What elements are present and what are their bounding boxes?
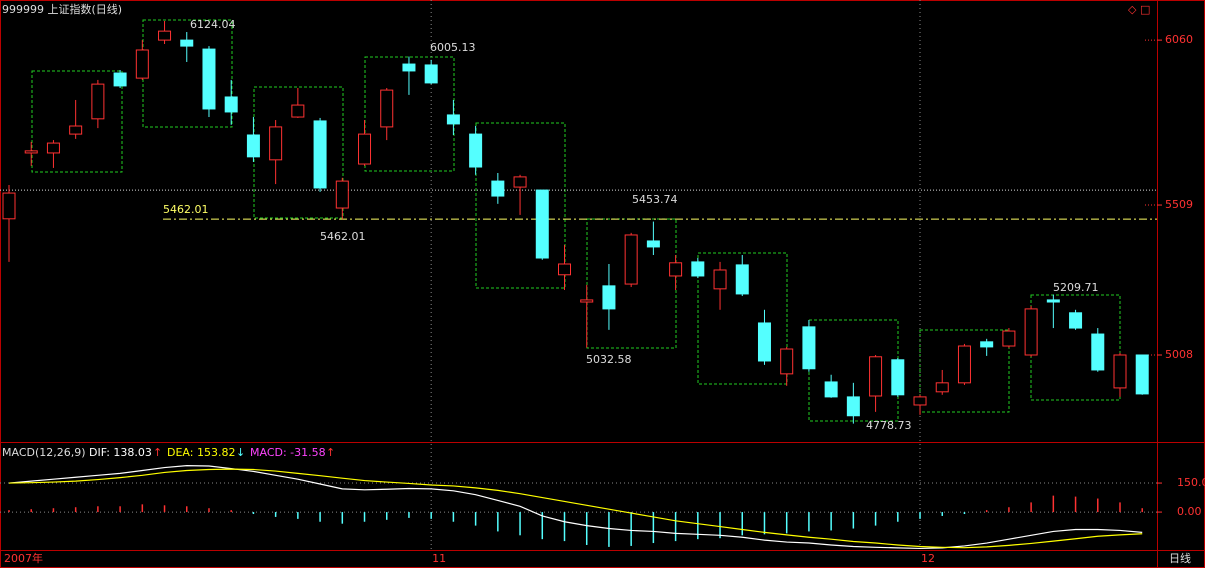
candle-body xyxy=(2,192,16,220)
wave-box xyxy=(919,329,1010,413)
y-tick-label: 0.00 xyxy=(1177,505,1202,518)
candle-body xyxy=(780,348,794,375)
candle-body xyxy=(1069,312,1083,329)
candle-body xyxy=(602,285,616,310)
candle-body xyxy=(202,48,216,110)
high-label: 5453.74 xyxy=(632,193,678,206)
high-label: 6124.04 xyxy=(190,18,236,31)
y-tick-label: 5008 xyxy=(1165,348,1193,361)
candle-body xyxy=(469,133,483,168)
candle-body xyxy=(424,64,438,84)
candle-body xyxy=(1002,330,1016,347)
candle-body xyxy=(513,176,527,188)
wave-box xyxy=(586,218,677,349)
candle-body xyxy=(1135,354,1149,395)
candle-body xyxy=(358,133,372,165)
readout-arrow: ↑ xyxy=(153,446,162,459)
readout-arrow: ↓ xyxy=(236,446,245,459)
candle-body xyxy=(913,396,927,406)
candle-body xyxy=(69,125,83,135)
candle-body xyxy=(113,72,127,87)
candle-body xyxy=(802,326,816,370)
candle-body xyxy=(735,264,749,295)
candle-body xyxy=(669,262,683,277)
readout-arrow: ↑ xyxy=(326,446,335,459)
wave-box xyxy=(142,19,233,128)
candle-body xyxy=(224,96,238,113)
candle-body xyxy=(935,382,949,393)
period-label: 日线 xyxy=(1169,551,1191,565)
indicator-line xyxy=(8,468,1143,549)
x-tick-label: 12 xyxy=(921,552,935,565)
candle-body xyxy=(446,114,460,125)
wave-box xyxy=(31,70,123,173)
low-label: 5032.58 xyxy=(586,353,632,366)
wave-box xyxy=(364,56,455,172)
candle-body xyxy=(824,381,838,398)
readout: DIF: 138.03 xyxy=(89,446,152,459)
x-tick-label: 2007年 xyxy=(4,551,43,565)
candle-body xyxy=(1046,299,1060,303)
candle-body xyxy=(624,234,638,285)
candle-body xyxy=(535,189,549,259)
candle-body xyxy=(980,341,994,348)
chart-title: 999999 上证指数(日线) xyxy=(2,2,122,16)
candle-body xyxy=(180,39,194,47)
readout: DEA: 153.82 xyxy=(167,446,235,459)
candle-body xyxy=(24,150,38,154)
candle-body xyxy=(846,396,860,417)
candle-body xyxy=(558,263,571,276)
candle-body xyxy=(335,180,349,209)
candle-body xyxy=(158,30,172,41)
candle-body xyxy=(491,180,505,197)
candle-body xyxy=(580,299,594,303)
candle-body xyxy=(91,83,105,120)
candle-body xyxy=(1024,308,1038,356)
high-label: 5209.71 xyxy=(1053,281,1099,294)
candle-body xyxy=(1091,333,1105,371)
candle-body xyxy=(646,240,660,248)
candle-body xyxy=(380,89,394,128)
macd-title: MACD(12,26,9) xyxy=(2,446,86,459)
candle-body xyxy=(269,126,283,161)
candle-body xyxy=(757,322,771,362)
candle-body xyxy=(246,134,260,158)
x-tick-label: 11 xyxy=(432,552,446,565)
readout: MACD: -31.58 xyxy=(250,446,326,459)
candle-body xyxy=(46,142,60,154)
hline-label: 5462.01 xyxy=(163,203,209,216)
candle-body xyxy=(957,345,971,384)
low-label: 5462.01 xyxy=(320,230,366,243)
candle-body xyxy=(291,104,305,118)
y-tick-label: 150.0 xyxy=(1177,476,1205,489)
candle-body xyxy=(1113,354,1127,389)
candle-body xyxy=(891,359,905,396)
wave-box xyxy=(475,122,566,289)
window-icons[interactable]: ◇ □ xyxy=(1128,3,1150,16)
candle-body xyxy=(135,49,149,79)
candle-body xyxy=(402,63,416,72)
candle-body xyxy=(691,261,705,277)
y-tick-label: 5509 xyxy=(1165,198,1193,211)
low-label: 4778.73 xyxy=(866,419,912,432)
candle-body xyxy=(713,269,727,290)
high-label: 6005.13 xyxy=(430,41,476,54)
candle-body xyxy=(313,120,327,189)
y-tick-label: 6060 xyxy=(1165,33,1193,46)
candle-body xyxy=(869,356,883,397)
